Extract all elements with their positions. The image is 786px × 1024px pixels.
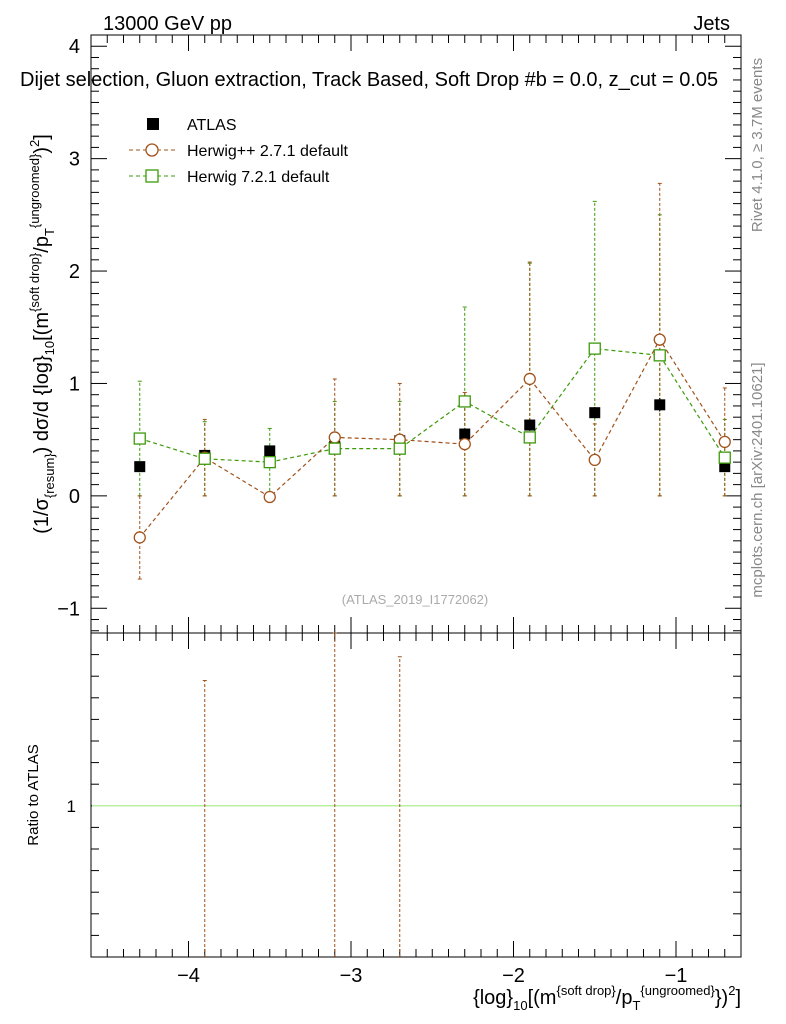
atlas-point [719,461,731,473]
atlas-point [264,445,276,457]
legend-atlas-label: ATLAS [187,117,237,134]
herwigpp-point [328,431,341,444]
herwig7-point [523,431,536,444]
herwigpp-point [588,453,601,467]
herwig7-point [133,432,146,445]
main-series [133,182,731,580]
rivet-version-label: Rivet 4.1.0, ≥ 3.7M events [749,58,766,232]
legend-atlas-marker [147,118,159,130]
ratio-ticks [90,632,742,958]
herwig7-point [718,451,731,464]
legend-herwigpp-marker [145,143,159,157]
atlas-point [654,399,666,411]
legend: ATLAS Herwig++ 2.7.1 default Herwig 7.2.… [129,117,349,186]
herwig7-point [458,395,471,408]
series-line-1 [139,338,726,538]
analysis-watermark: (ATLAS_2019_I1772062) [342,592,488,607]
energy-label: 13000 GeV pp [103,13,232,35]
mcplots-url-label: mcplots.cern.ch [arXiv:2401.10621] [749,362,766,597]
y-tick-label: 1 [69,373,80,395]
main-y-tick-labels: −1 0 1 2 3 4 [57,36,80,620]
main-panel: −1 0 1 2 3 4 [57,34,742,634]
y-tick-label: 0 [69,486,80,508]
herwig7-point [198,452,211,465]
legend-herwig7-marker [145,169,159,183]
herwig7-point [328,442,341,455]
herwigpp-point [653,333,666,346]
series-line-2 [139,347,726,463]
plot-title: Dijet selection, Gluon extraction, Track… [20,69,718,91]
herwigpp-point [523,372,536,386]
y-tick-label: 4 [69,36,80,58]
herwigpp-point [133,531,146,544]
atlas-point [589,407,601,419]
ratio-panel: 1 −4 −3 −2 −1 [67,632,742,987]
x-tick-label: −3 [340,965,363,987]
atlas-point [459,428,471,440]
y-tick-label: −1 [57,598,80,620]
x-tick-label: −4 [177,965,200,987]
legend-herwig7-label: Herwig 7.2.1 default [187,169,330,186]
herwigpp-point [263,490,276,504]
main-ticks [90,34,742,633]
process-label: Jets [693,13,730,35]
atlas-point [524,419,536,431]
herwig7-point [653,349,666,362]
ratio-y-axis-label: Ratio to ATLAS [25,744,42,845]
x-tick-labels: −4 −3 −2 −1 [177,965,687,987]
y-tick-label: 2 [69,261,80,283]
ratio-y-tick-label: 1 [67,797,76,816]
legend-herwigpp-label: Herwig++ 2.7.1 default [187,143,349,160]
ratio-series [202,632,402,957]
x-tick-label: −2 [502,965,525,987]
herwigpp-point [458,438,471,451]
x-tick-label: −1 [665,965,688,987]
herwig7-point [393,442,406,455]
y-tick-label: 3 [69,149,80,171]
herwig7-point [263,455,276,469]
atlas-point [134,461,146,473]
herwigpp-point [718,435,731,449]
herwig7-point [588,342,601,355]
